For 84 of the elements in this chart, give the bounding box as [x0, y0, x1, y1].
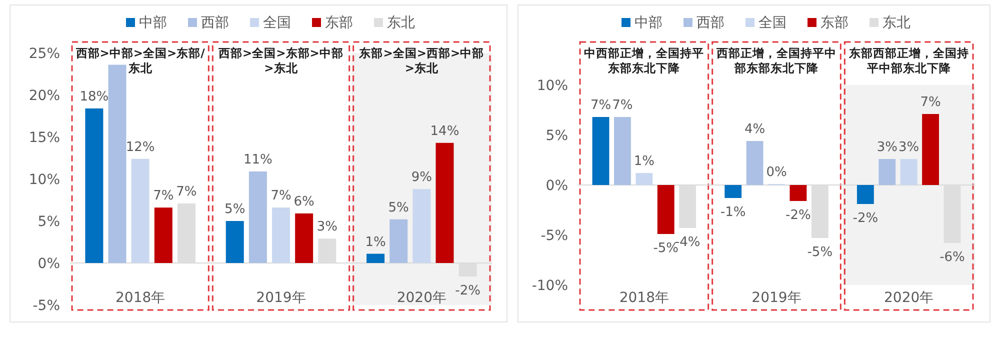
y-tick-label: -10% — [532, 278, 568, 294]
bar — [790, 185, 807, 201]
y-tick-label: 15% — [28, 130, 60, 146]
x-tick-label: 2019年 — [752, 290, 802, 306]
data-label: -2% — [852, 211, 878, 226]
bar — [592, 117, 610, 185]
bar — [878, 159, 896, 185]
data-label: 5% — [388, 200, 409, 216]
bar — [746, 141, 764, 185]
bar — [657, 185, 674, 234]
data-label: 0% — [766, 165, 787, 180]
y-tick-label: 5% — [38, 214, 60, 230]
data-label: 5% — [224, 202, 246, 217]
bar — [412, 189, 431, 263]
y-tick-label: 25% — [28, 46, 60, 62]
bar — [856, 185, 874, 204]
bar — [436, 142, 454, 263]
data-label: 11% — [243, 152, 272, 168]
y-tick-label: -5% — [540, 228, 568, 244]
data-label: -1% — [720, 205, 746, 220]
legend-label: 中部 — [634, 15, 662, 31]
legend-label: 西部 — [201, 15, 229, 31]
text: 西部正增，全国持平中部东部东北下降 — [716, 46, 836, 75]
bar — [614, 117, 631, 185]
data-label: 7% — [176, 184, 197, 200]
bar — [636, 173, 653, 185]
data-label: 1% — [634, 154, 654, 169]
data-label: -5% — [807, 245, 833, 260]
data-label: -2% — [455, 283, 480, 298]
legend-label: 东北 — [882, 15, 910, 31]
legend-label: 东北 — [387, 15, 415, 31]
x-tick-label: 2019年 — [256, 290, 306, 306]
bar — [85, 108, 104, 263]
annotation: 西部>中部>全国>东部/东北 — [74, 46, 206, 75]
y-tick-label: 0% — [38, 256, 60, 272]
x-tick-label: 2018年 — [619, 290, 669, 306]
bar — [226, 221, 244, 263]
legend-label: 全国 — [263, 15, 291, 31]
x-tick-label: 2020年 — [884, 290, 934, 306]
legend-label: 东部 — [820, 15, 848, 31]
text: 中西部正增，全国持平东部东北下降 — [584, 46, 704, 75]
annotation: 东部>全国>西部>中部>东北 — [358, 46, 484, 75]
data-label: 1% — [365, 234, 386, 250]
bar — [272, 208, 290, 263]
data-label: 7% — [920, 95, 941, 110]
bar — [108, 64, 126, 263]
data-label: 3% — [876, 140, 898, 155]
data-label: 14% — [430, 124, 460, 139]
data-label: 3% — [316, 220, 338, 235]
data-label: 7% — [590, 98, 612, 113]
data-label: 6% — [294, 194, 314, 210]
bar — [724, 185, 742, 198]
text: 东部西部正增，全国持平中部东北下降 — [848, 46, 969, 75]
data-label: -6% — [940, 250, 965, 265]
data-label: -2% — [786, 208, 811, 223]
x-tick-label: 2020年 — [396, 290, 446, 306]
bar — [900, 159, 918, 185]
bar — [154, 208, 172, 263]
bar — [131, 158, 150, 263]
data-label: 7% — [153, 188, 174, 204]
data-label: 9% — [411, 170, 432, 186]
annotation: 西部>全国>东部>中部>东北 — [218, 46, 344, 75]
data-label: 18% — [80, 89, 109, 104]
y-tick-label: 20% — [28, 88, 60, 104]
legend-label: 东部 — [325, 15, 353, 31]
data-label: 7% — [612, 98, 633, 113]
data-label: 7% — [270, 188, 292, 204]
bar — [366, 254, 385, 263]
bar — [295, 213, 314, 263]
bar — [922, 114, 939, 185]
legend-label: 全国 — [758, 15, 786, 31]
data-label: 3% — [898, 140, 920, 155]
y-tick-label: 10% — [536, 78, 568, 94]
y-tick-label: 10% — [28, 172, 60, 188]
bar — [390, 219, 408, 263]
data-label: 12% — [126, 140, 155, 155]
legend-label: 西部 — [696, 15, 724, 31]
y-tick-label: 0% — [546, 178, 568, 194]
legend-label: 中部 — [139, 15, 167, 31]
x-tick-label: 2018年 — [116, 290, 166, 306]
data-label: 4% — [744, 122, 766, 137]
bar — [248, 171, 267, 263]
y-tick-label: 5% — [546, 128, 568, 144]
y-tick-label: -5% — [32, 298, 60, 314]
